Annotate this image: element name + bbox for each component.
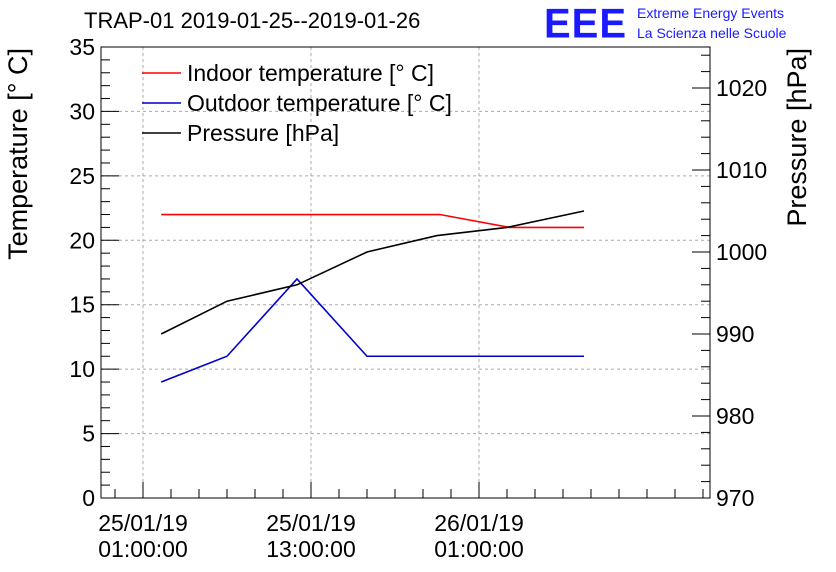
- legend-label-1: Indoor temperature [° C]: [187, 60, 434, 86]
- y-left-tick-label: 5: [82, 421, 95, 447]
- y-right-tick-label: 970: [716, 485, 754, 511]
- x-tick-label-time: 13:00:00: [266, 536, 356, 562]
- y-left-axis-label: Temperature [° C]: [3, 48, 33, 260]
- x-tick-label-date: 25/01/19: [266, 510, 356, 536]
- y-left-tick-label: 20: [69, 227, 95, 253]
- series-line-3: [160, 210, 585, 335]
- y-left-tick-label: 25: [69, 163, 95, 189]
- y-right-tick-label: 990: [716, 321, 754, 347]
- logo-subtitle-1: Extreme Energy Events: [637, 5, 785, 21]
- y-right-tick-label: 1000: [716, 239, 767, 265]
- legend-label-2: Outdoor temperature [° C]: [187, 90, 452, 116]
- chart-title: TRAP-01 2019-01-25--2019-01-26: [84, 8, 421, 33]
- y-right-tick-label: 1020: [716, 75, 767, 101]
- y-left-tick-label: 15: [69, 292, 95, 318]
- logo-subtitle-2: La Scienza nelle Scuole: [637, 25, 787, 41]
- eee-logo: EEE: [544, 0, 628, 48]
- y-left-tick-label: 0: [82, 485, 95, 511]
- x-tick-label-date: 25/01/19: [98, 510, 188, 536]
- legend-label-3: Pressure [hPa]: [187, 120, 339, 146]
- plot-frame: [100, 46, 711, 499]
- y-right-axis-label: Pressure [hPa]: [782, 48, 812, 227]
- y-right-tick-label: 980: [716, 403, 754, 429]
- series-line-2: [160, 277, 584, 383]
- y-left-tick-label: 30: [69, 98, 95, 124]
- x-tick-label-date: 26/01/19: [434, 510, 524, 536]
- x-tick-label-time: 01:00:00: [98, 536, 188, 562]
- x-tick-label-time: 01:00:00: [434, 536, 524, 562]
- y-left-tick-label: 35: [69, 34, 95, 60]
- y-left-tick-label: 10: [69, 356, 95, 382]
- series-line-1: [161, 213, 584, 229]
- y-right-tick-label: 1010: [716, 157, 767, 183]
